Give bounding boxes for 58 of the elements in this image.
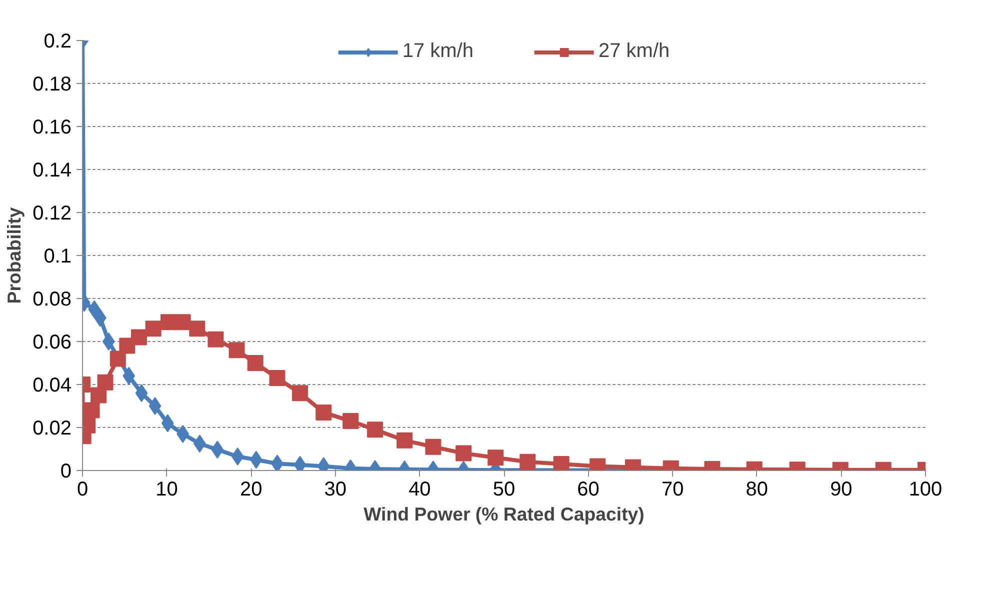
point (488, 450, 504, 466)
point (102, 332, 115, 350)
x-tick-label: 40 (408, 478, 431, 500)
point (174, 314, 191, 330)
point (90, 387, 107, 404)
point (145, 320, 162, 337)
y-tick-label: 0.02 (32, 418, 72, 440)
point (553, 456, 570, 470)
point (520, 454, 536, 470)
point (110, 350, 126, 367)
x-tick-label: 100 (908, 478, 942, 500)
point (211, 440, 224, 459)
point (292, 385, 308, 402)
point (84, 402, 100, 418)
point (271, 454, 284, 470)
point (208, 331, 224, 348)
y-axis-title: Probability (4, 206, 25, 304)
y-tick-label: 0.1 (44, 246, 72, 268)
point (367, 422, 384, 438)
point (122, 366, 136, 385)
x-tick-label: 60 (577, 478, 600, 500)
x-tick-label: 50 (492, 478, 516, 500)
legend-label: 17 km/h (402, 40, 474, 63)
point (228, 342, 245, 358)
point (316, 404, 332, 420)
x-tick-label: 0 (76, 478, 88, 500)
x-tick-label: 70 (661, 478, 684, 500)
x-tick-label: 30 (324, 478, 347, 500)
x-tick-label: 20 (240, 478, 262, 500)
x-tick-label: 10 (156, 478, 178, 500)
point (97, 374, 114, 390)
y-tick-label: 0.18 (32, 74, 72, 96)
y-tick-label: 0.16 (32, 116, 72, 138)
point (396, 432, 413, 448)
point (148, 397, 162, 415)
point (250, 450, 262, 469)
point (160, 314, 176, 330)
point (130, 329, 147, 346)
point (189, 320, 206, 337)
y-tick-label: 0 (60, 460, 72, 482)
y-tick-label: 0.04 (32, 374, 72, 396)
x-axis-title: Wind Power (% Rated Capacity) (364, 504, 644, 524)
y-tick-label: 0.14 (32, 160, 72, 182)
x-tick-label: 90 (830, 478, 852, 500)
point (456, 445, 472, 462)
point (269, 370, 286, 386)
y-tick-label: 0.2 (44, 30, 72, 52)
y-tick-label: 0.12 (32, 202, 72, 224)
point (231, 448, 244, 466)
y-tick-label: 0.08 (32, 288, 72, 310)
point (425, 438, 442, 455)
y-tick-label: 0.06 (32, 332, 72, 354)
x-tick-label: 80 (746, 478, 768, 500)
point (247, 355, 264, 371)
point (135, 384, 148, 402)
legend-label: 27 km/h (598, 40, 670, 63)
point (342, 413, 359, 430)
point (161, 414, 174, 432)
